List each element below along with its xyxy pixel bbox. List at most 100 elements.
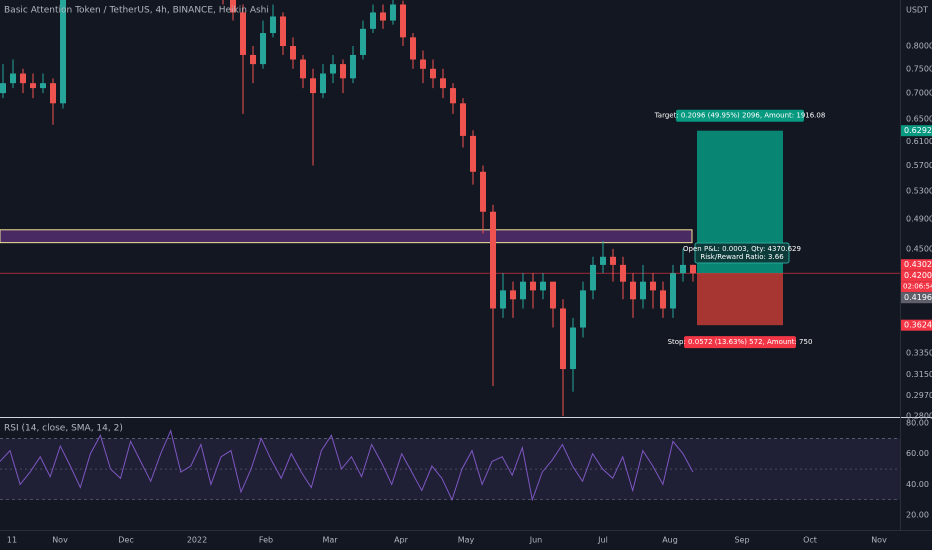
y-tick-label: 0.5300	[906, 187, 932, 196]
zone	[0, 229, 693, 244]
candle-body	[630, 281, 636, 300]
y-tick-label: 0.3350	[906, 348, 932, 357]
x-tick-label: 11	[7, 536, 17, 545]
chart-title: Basic Attention Token / TetherUS, 4h, BI…	[4, 6, 269, 16]
candle-body	[360, 28, 366, 55]
y-tick-label: 0.5700	[906, 161, 932, 170]
candle-body	[30, 83, 36, 89]
candle-body	[250, 54, 256, 65]
price-pane	[0, 0, 900, 417]
y-tick-label: 0.3150	[906, 370, 932, 379]
candle-body	[380, 12, 386, 21]
rsi-tick-label: 20.00	[906, 511, 929, 520]
x-tick-label: Feb	[259, 536, 273, 545]
candle-body	[440, 78, 446, 89]
y-tick-label: 0.6100	[906, 137, 932, 146]
x-tick-label: Jul	[597, 536, 608, 545]
candle-body	[620, 264, 626, 282]
countdown-box	[901, 281, 932, 293]
price-label-box	[901, 319, 932, 331]
y-tick-label: 0.6500	[906, 115, 932, 124]
x-tick-label: 2022	[187, 536, 207, 545]
y-tick-label: 0.7500	[906, 64, 932, 73]
candle-body	[680, 264, 686, 274]
candle-body	[320, 73, 326, 94]
x-tick-label: Nov	[52, 536, 68, 545]
x-tick-label: Sep	[734, 536, 749, 545]
candle-body	[460, 103, 466, 136]
stop-label-box	[684, 336, 796, 349]
candle-body	[400, 4, 406, 38]
currency: USDT	[906, 6, 928, 15]
pnl-box	[694, 242, 790, 264]
candle-body	[330, 64, 336, 74]
x-tick-label: Mar	[322, 536, 338, 545]
candle-body	[40, 83, 46, 89]
candle-body	[450, 88, 456, 104]
y-tick-label: 0.4500	[906, 244, 932, 253]
candle-body	[340, 64, 346, 79]
y-tick-label: 0.7000	[906, 89, 932, 98]
x-tick-label: May	[458, 536, 475, 545]
x-tick-label: Apr	[394, 536, 409, 545]
candle-body	[490, 211, 496, 309]
target-label: Target: 0.2096 (49.95%) 2096, Amount: 19…	[654, 112, 826, 120]
x-tick-label: Oct	[803, 536, 817, 545]
rsi-title: RSI (14, close, SMA, 14, 2)	[4, 424, 123, 434]
pnl-label: Open P&L: 0.0003, Qty: 4370.629	[683, 245, 801, 253]
overlay: Target: 0.2096 (49.95%) 2096, Amount: 19…	[654, 109, 932, 349]
price-label: 0.4302	[904, 260, 932, 269]
candle-body	[480, 171, 486, 212]
price-label-box	[901, 125, 932, 137]
price-label-box	[901, 270, 932, 282]
rsi-tick-label: 40.00	[906, 480, 929, 489]
candle-body	[580, 290, 586, 328]
candle-body	[600, 256, 606, 265]
price-label: 0.3624	[904, 321, 932, 330]
candle-body	[550, 281, 556, 309]
candle-body	[390, 4, 396, 21]
y-tick-label: 0.4900	[906, 214, 932, 223]
candle-body	[590, 264, 596, 291]
price-label: 0.4196	[904, 293, 932, 302]
candle-body	[520, 281, 526, 300]
candle-body	[570, 327, 576, 370]
candle-body	[240, 12, 246, 55]
countdown: 02:06:54	[903, 283, 932, 291]
candle-body	[430, 68, 436, 79]
candle-body	[10, 73, 16, 84]
y-tick-label: 0.2800	[906, 412, 932, 421]
candle-body	[560, 308, 566, 370]
candle-body	[310, 78, 316, 94]
x-tick-label: Nov	[871, 536, 887, 545]
candle-body	[410, 37, 416, 60]
candle-body	[540, 281, 546, 291]
candle-body	[280, 16, 286, 47]
price-label: 0.6292	[904, 126, 932, 135]
candle-body	[610, 256, 616, 265]
candle-body	[290, 46, 296, 60]
candle-body	[260, 33, 266, 65]
x-tick-label: Jun	[529, 536, 543, 545]
candle-body	[300, 59, 306, 79]
candle-body	[670, 273, 676, 309]
target-label-box	[676, 109, 804, 122]
price-label-box	[901, 259, 932, 271]
price-label: 0.4200	[904, 271, 932, 280]
rsi-tick-label: 80.00	[906, 418, 929, 427]
candle-body	[270, 16, 276, 34]
candle-body	[350, 54, 356, 79]
candle-body	[370, 12, 376, 29]
price-label-box	[901, 292, 932, 304]
candle-body	[690, 264, 696, 274]
y-tick-label: 0.8000	[906, 42, 932, 51]
candle-body	[650, 281, 656, 291]
candle-body	[510, 290, 516, 300]
candle-body	[470, 135, 476, 172]
candle-body	[420, 59, 426, 69]
candle-body	[0, 83, 6, 94]
candle-body	[50, 83, 56, 104]
stop-label: Stop: 0.0572 (13.63%) 572, Amount: 750	[668, 338, 813, 346]
candle-body	[660, 290, 666, 309]
x-tick-label: Aug	[662, 536, 678, 545]
